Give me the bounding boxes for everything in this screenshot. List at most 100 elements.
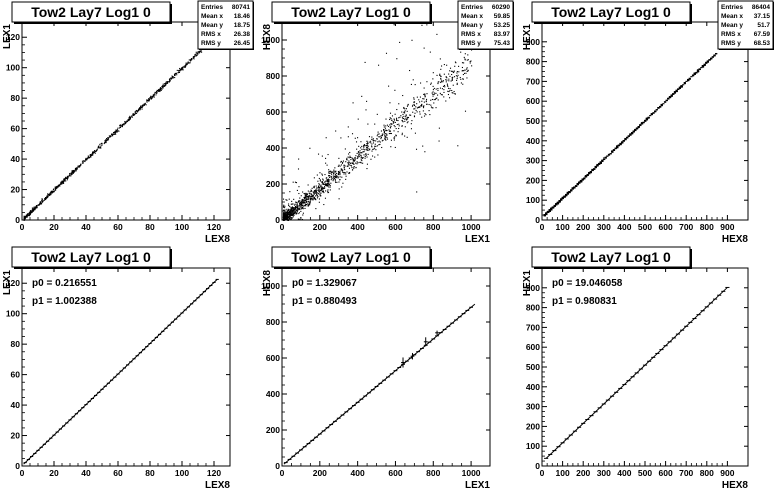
data-point [85,157,87,159]
data-point [596,165,599,167]
data-point [315,199,317,201]
data-point [383,129,385,131]
data-point [438,81,440,83]
data-point [384,137,386,139]
data-point [287,212,289,214]
data-point [325,182,327,185]
data-point [133,113,136,116]
data-point [153,94,155,96]
data-point [470,60,472,62]
fit-line [545,287,728,459]
data-point [546,211,550,213]
data-point [296,209,298,211]
data-point [64,177,66,179]
data-point [152,96,154,98]
y-axis-label: HEX1 [522,24,533,51]
data-point [415,106,417,108]
data-point [322,190,324,192]
data-point [186,62,189,64]
stats-box-frame [197,0,254,50]
data-point [32,209,34,211]
data-point [324,186,326,188]
data-point [334,170,336,172]
data-point [27,212,29,215]
stat-value: 75.43 [494,40,511,47]
data-point [64,180,66,182]
title-box-frame [271,1,431,23]
data-point [54,188,56,190]
data-point [606,155,609,157]
data-point [155,94,157,96]
data-point [370,158,372,160]
data-point [327,185,329,187]
data-point [284,207,286,209]
data-point [461,66,463,69]
data-point [65,176,67,178]
data-point [305,205,307,207]
data-point [325,190,327,192]
data-point [458,65,460,67]
data-point [339,172,341,174]
x-axis-label: HEX8 [722,480,749,491]
data-point [298,186,300,188]
data-point [364,145,366,147]
data-point [162,87,164,89]
data-point [338,157,340,159]
data-point [404,118,406,120]
data-point [323,203,325,206]
data-point [46,196,48,198]
data-point [334,173,336,176]
data-point [284,205,286,207]
data-point [155,91,158,93]
data-point [452,76,454,78]
data-point [377,131,379,133]
data-point [354,160,356,162]
data-point [456,83,458,86]
data-point [309,204,311,206]
title-box: Tow2 Lay7 Log1 0 [271,1,432,24]
data-point [322,178,324,180]
x-axis-label: HEX8 [722,234,749,245]
data-point [62,181,64,183]
data-point [406,119,408,121]
data-point [326,164,328,166]
data-point [289,216,292,218]
data-point [439,92,441,94]
data-point [401,116,403,118]
data-point [328,184,330,186]
data-point [306,196,308,198]
data-point [678,86,681,88]
data-point [163,85,165,87]
data-point [319,187,321,189]
data-point [364,149,366,151]
x-tick-label: 700 [679,468,693,478]
data-point [583,177,586,179]
data-point [617,144,621,146]
data-point [119,126,121,129]
data-point [423,93,425,95]
plot-frame [281,267,491,467]
data-point [316,187,318,189]
data-point [556,202,560,204]
data-point [584,176,588,178]
data-point [84,160,86,163]
data-point [112,134,114,136]
data-point [322,187,324,189]
data-point [550,209,553,211]
data-point [377,154,379,156]
data-point [466,68,468,70]
data-point [334,175,336,177]
data-point [288,209,290,211]
x-tick-label: 100 [175,468,189,478]
data-point [366,147,368,149]
data-point [128,118,130,120]
data-point [436,33,438,35]
data-point [301,218,304,221]
data-point [443,73,445,75]
data-point [336,176,338,178]
data-point [285,213,287,215]
data-point [137,110,139,112]
data-point [310,197,312,199]
data-point [344,148,346,150]
chart-pad-6: 0 100 200 300 400 500 600 700 800 900HEX801002003… [522,246,749,491]
